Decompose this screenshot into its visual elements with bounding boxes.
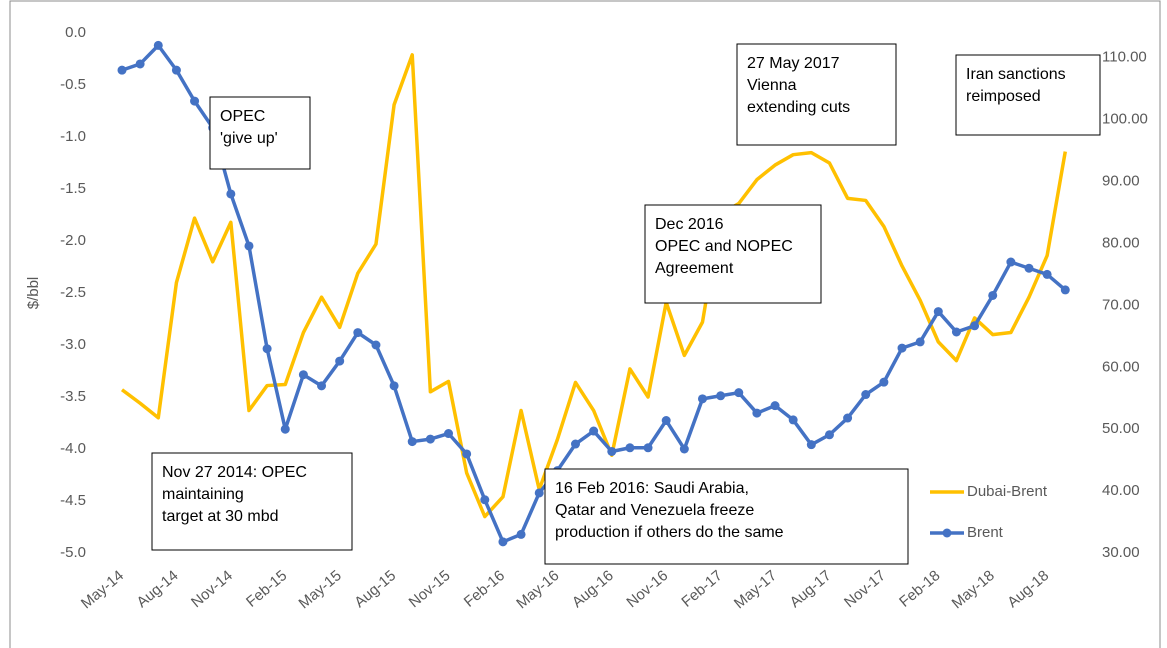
y2-tick-label: 110.00 — [1102, 49, 1147, 66]
y-tick-label: -3.5 — [60, 388, 86, 405]
annotation-box — [644, 204, 822, 304]
point — [244, 241, 254, 251]
point — [389, 381, 399, 391]
annotation-text: Vienna — [747, 77, 797, 94]
point — [153, 40, 163, 50]
point — [897, 343, 907, 353]
point — [280, 424, 290, 434]
point — [444, 429, 454, 439]
series-line — [120, 53, 1068, 519]
point — [951, 327, 961, 337]
annotation-text: Agreement — [655, 260, 734, 277]
point — [190, 96, 200, 106]
y-tick-label: 0.0 — [65, 24, 86, 41]
point — [1042, 269, 1052, 279]
annotation-text: OPEC and NOPEC — [655, 238, 793, 255]
point — [407, 437, 417, 447]
annotation-text: Iran sanctions — [966, 66, 1066, 83]
point — [226, 189, 236, 199]
y-tick-label: -1.5 — [60, 180, 86, 197]
point — [498, 537, 508, 547]
point — [262, 344, 272, 354]
point — [915, 337, 925, 347]
point — [607, 446, 617, 456]
y-tick-label: -4.5 — [60, 492, 86, 509]
legend-marker — [942, 528, 952, 538]
point — [1060, 285, 1070, 295]
y-tick-label: -3.0 — [60, 336, 86, 353]
point — [317, 381, 327, 391]
point — [480, 495, 490, 505]
point — [970, 321, 980, 331]
y2-tick-label: 40.00 — [1102, 482, 1140, 499]
annotation-text: production if others do the same — [555, 524, 784, 541]
annotation-text: reimposed — [966, 88, 1041, 105]
y-tick-label: -5.0 — [60, 544, 86, 561]
y2-tick-label: 60.00 — [1102, 358, 1140, 375]
annotation-box — [736, 43, 897, 146]
point — [752, 408, 762, 418]
point — [298, 370, 308, 380]
point — [335, 356, 345, 366]
annotation-box — [209, 96, 311, 170]
y-tick-label: -1.0 — [60, 128, 86, 145]
point — [861, 390, 871, 400]
annotation-box — [955, 54, 1101, 136]
point — [1024, 263, 1034, 273]
y2-tick-label: 50.00 — [1102, 420, 1140, 437]
annotation-text: Qatar and Venezuela freeze — [555, 502, 754, 519]
annotation-text: Dec 2016 — [655, 216, 724, 233]
y-axis-label: $/bbl — [25, 277, 42, 310]
annotation-text: 27 May 2017 — [747, 55, 840, 72]
annotation-box — [544, 468, 909, 565]
point — [679, 444, 689, 454]
point — [625, 443, 635, 453]
point — [788, 415, 798, 425]
point — [171, 65, 181, 75]
annotation-text: 'give up' — [220, 130, 278, 147]
legend-label: Dubai-Brent — [967, 483, 1048, 500]
point — [879, 377, 889, 387]
point — [534, 488, 544, 498]
point — [661, 416, 671, 426]
point — [933, 307, 943, 317]
annotation-text: OPEC — [220, 108, 265, 125]
annotation-text: 16 Feb 2016: Saudi Arabia, — [555, 480, 749, 497]
point — [353, 328, 363, 338]
y2-tick-label: 80.00 — [1102, 234, 1140, 251]
annotation-box — [151, 452, 353, 551]
y-tick-label: -2.5 — [60, 284, 86, 301]
y2-tick-label: 90.00 — [1102, 173, 1140, 190]
y-tick-label: -2.0 — [60, 232, 86, 249]
annotation-text: maintaining — [162, 486, 244, 503]
point — [824, 430, 834, 440]
point — [806, 440, 816, 450]
point — [371, 340, 381, 350]
y2-tick-label: 30.00 — [1102, 544, 1140, 561]
annotation-text: extending cuts — [747, 99, 850, 116]
y2-tick-label: 70.00 — [1102, 296, 1140, 313]
y-tick-label: -0.5 — [60, 76, 86, 93]
point — [425, 434, 435, 444]
y-tick-label: -4.0 — [60, 440, 86, 457]
point — [1006, 257, 1016, 267]
point — [843, 413, 853, 423]
point — [117, 65, 127, 75]
point — [589, 426, 599, 436]
point — [516, 529, 526, 539]
annotation-text: target at 30 mbd — [162, 508, 279, 525]
point — [643, 443, 653, 453]
y2-tick-label: 100.00 — [1102, 111, 1148, 128]
point — [716, 391, 726, 401]
legend-label: Brent — [967, 524, 1004, 541]
point — [571, 439, 580, 449]
point — [462, 449, 472, 459]
point — [697, 394, 707, 404]
point — [734, 388, 744, 398]
point — [770, 401, 780, 411]
point — [135, 59, 145, 69]
annotation-text: Nov 27 2014: OPEC — [162, 464, 307, 481]
point — [988, 290, 998, 300]
